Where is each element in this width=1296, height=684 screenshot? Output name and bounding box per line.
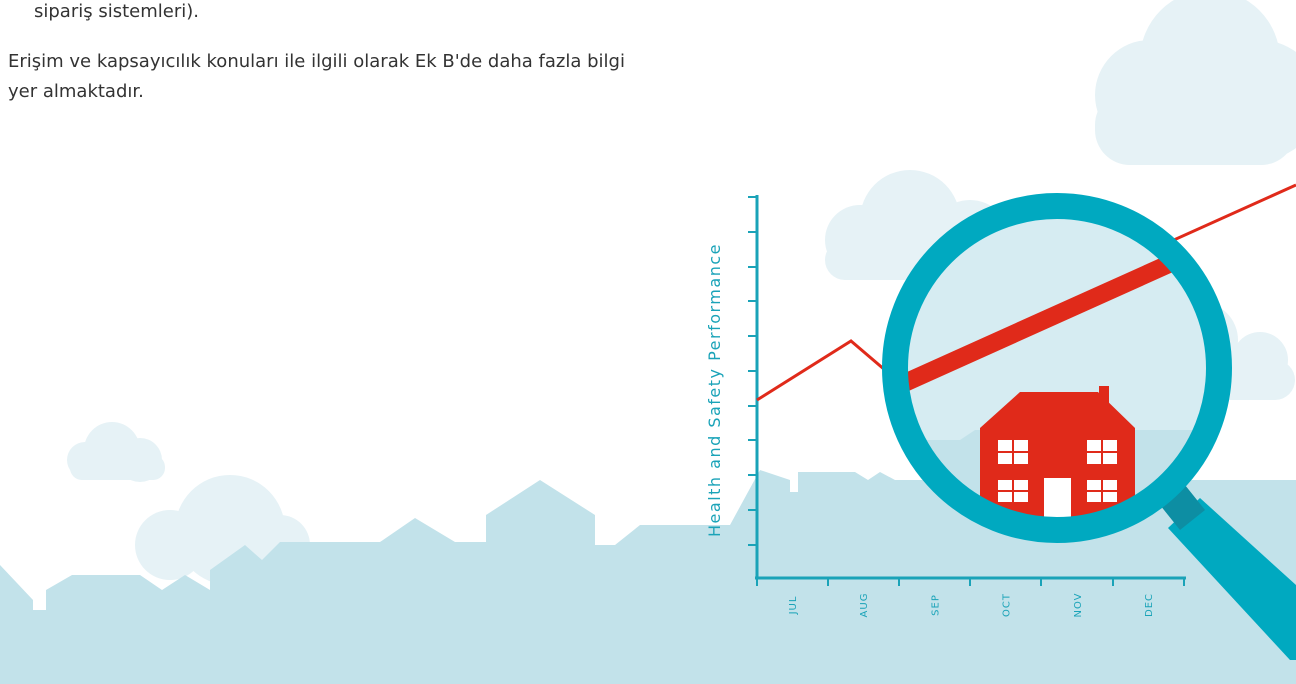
page: Health and Safety Performance JUL AUG SEP O… (0, 0, 1296, 684)
month-label: DEC (1144, 593, 1155, 617)
skyline (0, 480, 730, 684)
list-item-tail: sipariş sistemleri). (34, 0, 199, 27)
paragraph: Erişim ve kapsayıcılık konuları ile ilgi… (8, 47, 628, 107)
month-label: JUL (788, 596, 799, 616)
month-label: NOV (1073, 592, 1084, 617)
month-label: AUG (859, 593, 870, 618)
month-label: OCT (1002, 593, 1013, 617)
month-label: SEP (930, 594, 941, 616)
y-axis-label: Health and Safety Performance (705, 243, 724, 537)
